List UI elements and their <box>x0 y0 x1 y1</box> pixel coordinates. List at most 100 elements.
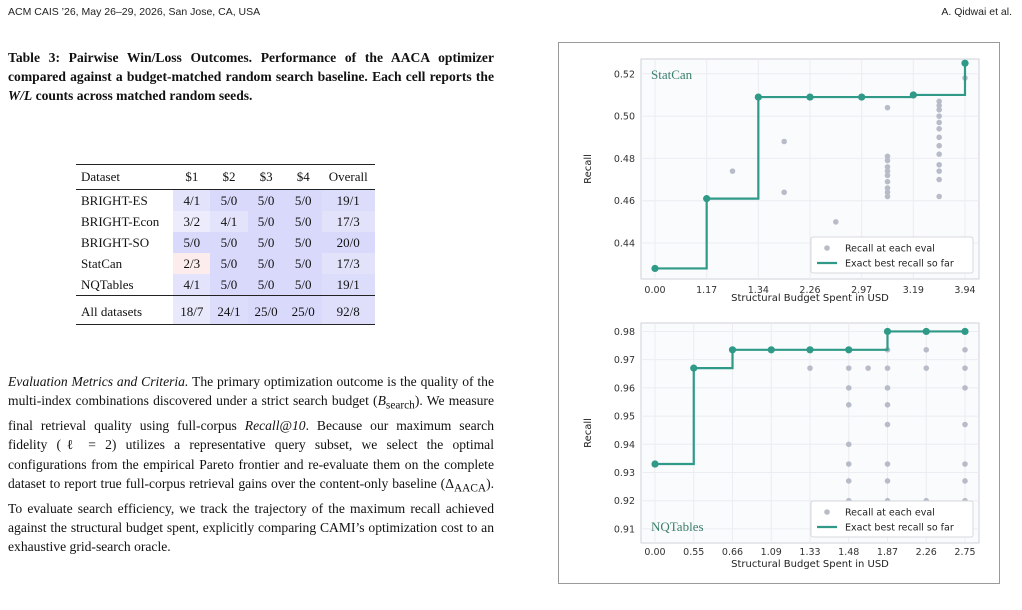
win-loss-cell: 5/0 <box>284 211 322 232</box>
win-loss-cell: 5/0 <box>247 253 285 274</box>
dataset-cell: StatCan <box>81 255 123 271</box>
panel-1-x-tick-label: 3.19 <box>903 285 924 296</box>
panel-1-eval-point <box>936 102 942 109</box>
win-loss-cell: 4/1 <box>173 189 211 211</box>
panel-2-x-tick-label: 2.75 <box>954 547 975 558</box>
panel-2-y-tick-label: 0.97 <box>614 355 635 366</box>
panel-2-eval-point <box>845 441 852 448</box>
panel-1-y-tick-label: 0.46 <box>614 196 635 207</box>
panel-2-eval-point <box>962 385 968 391</box>
panel-1-eval-point <box>729 168 736 174</box>
win-loss-cell: 5/0 <box>284 232 322 253</box>
panel-2-y-tick-label: 0.93 <box>614 468 635 479</box>
panel-1-best-recall-marker <box>754 93 762 101</box>
panel-1-legend-scatter-swatch <box>824 245 830 251</box>
panel-2-eval-point <box>962 478 968 484</box>
panel-2-eval-point <box>962 461 968 467</box>
panel-1-x-tick-label: 1.34 <box>748 285 769 296</box>
column-header: Dataset <box>81 169 120 184</box>
panel-1-eval-point <box>884 168 891 174</box>
panel-1-eval-point <box>936 151 942 157</box>
panel-2-best-recall-marker <box>728 346 737 354</box>
panel-2-eval-point <box>923 365 930 371</box>
panel-2-x-tick-label: 1.33 <box>799 547 820 558</box>
panel-1-y-tick-label: 0.50 <box>614 112 635 123</box>
panel-2-title: NQTables <box>651 519 704 534</box>
panel-2-eval-point <box>865 365 871 371</box>
panel-2-best-recall-marker <box>845 346 853 354</box>
delta-subscript: AACA <box>453 482 487 495</box>
panel-1-legend-scatter-label: Recall at each eval <box>845 244 935 255</box>
win-loss-cell: 20/0 <box>321 232 375 253</box>
win-loss-cell: 4/1 <box>210 211 248 232</box>
win-loss-table: Dataset $1 $2 $3 $4 Overall BRIGHT-ES 4/1 5/0 5/… <box>76 164 375 325</box>
panel-2-best-recall-marker <box>690 364 698 372</box>
panel-2-best-recall-marker <box>651 460 659 468</box>
win-loss-cell: 25/0 <box>284 295 322 325</box>
panel-1-eval-point <box>936 126 942 132</box>
panel-1-x-tick-label: 0.00 <box>644 285 665 296</box>
win-loss-cell: 5/0 <box>247 274 285 296</box>
evaluation-metrics-paragraph: Evaluation Metrics and Criteria. The pri… <box>8 372 494 556</box>
panel-2-x-tick-label: 1.48 <box>838 547 859 558</box>
panel-1-eval-point <box>884 104 891 111</box>
caption-wl: W/L <box>8 88 33 103</box>
panel-2-x-tick-label: 1.09 <box>761 547 782 558</box>
panel-2-y-tick-label: 0.98 <box>614 327 635 338</box>
running-header-left: ACM CAIS ’26, May 26–29, 2026, San Jose,… <box>8 6 261 18</box>
panel-1-eval-point <box>884 189 891 196</box>
win-loss-cell: 5/0 <box>210 274 248 296</box>
panel-1-eval-point <box>781 138 787 145</box>
table-row: StatCan 2/3 5/0 5/0 5/0 17/3 <box>76 253 375 274</box>
panel-1-eval-point <box>936 134 942 141</box>
panel-2-x-tick-label: 0.66 <box>722 547 743 558</box>
column-header: $4 <box>296 169 310 184</box>
win-loss-cell: 4/1 <box>173 274 211 296</box>
table-body: BRIGHT-ES 4/1 5/0 5/0 5/0 19/1 BRIGHT-Econ 3/2 4… <box>76 189 375 325</box>
panel-2-legend-box <box>810 500 974 538</box>
panel-1-eval-point <box>884 172 891 179</box>
recall-trajectory-figure: 0.44 0.46 0.48 0.50 0.52 0.00 1.17 1.34 2.26 2.97… <box>558 42 1000 584</box>
panel-2-eval-point <box>845 401 852 408</box>
panel-2-legend-scatter-label: Recall at each eval <box>845 508 935 519</box>
dataset-cell: All datasets <box>76 295 174 325</box>
caption-lead: Table 3: Pairwise Win/Loss Outcomes. Per… <box>8 50 494 84</box>
win-loss-cell: 5/0 <box>247 189 285 211</box>
win-loss-cell: 17/3 <box>321 253 375 274</box>
panel-2-y-tick-label: 0.94 <box>614 440 635 451</box>
panel-2-x-tick-label: 0.00 <box>644 547 665 558</box>
win-loss-cell: 5/0 <box>210 253 248 274</box>
section-text-2: ). We measure final retrieval quality us… <box>8 393 494 434</box>
column-header: Overall <box>328 169 368 184</box>
panel-1-legend-box <box>810 236 974 274</box>
column-header: $3 <box>259 169 273 184</box>
panel-2-eval-point <box>845 461 852 467</box>
caption-tail: counts across matched random seeds. <box>32 88 253 103</box>
panel-2-eval-point <box>884 401 891 408</box>
panel-2-eval-point <box>923 346 930 353</box>
panel-1-y-tick-label: 0.52 <box>614 69 635 80</box>
win-loss-cell: 5/0 <box>284 253 322 274</box>
panel-2-y-tick-label: 0.91 <box>614 524 635 535</box>
panel-1-x-axis-label: Structural Budget Spent in USD <box>731 293 889 304</box>
panel-1-eval-point <box>884 178 891 185</box>
panel-1-best-recall-marker <box>703 195 711 203</box>
win-loss-cell: 3/2 <box>173 211 211 232</box>
panel-1-eval-point <box>884 153 891 160</box>
win-loss-cell: 24/1 <box>210 295 248 325</box>
budget-symbol: B <box>377 393 386 409</box>
panel-1-eval-point <box>884 185 891 191</box>
panel-1-eval-point <box>936 193 942 200</box>
dataset-cell: BRIGHT-SO <box>81 234 150 250</box>
panel-1-eval-point <box>884 193 891 200</box>
table-row: All datasets 18/7 24/1 25/0 25/0 92/8 <box>76 295 375 325</box>
panel-1-best-recall-marker <box>806 93 814 101</box>
panel-2-eval-point <box>962 346 968 353</box>
panel-2-y-axis-label: Recall <box>583 418 594 448</box>
panel-1-best-recall-marker <box>909 91 917 99</box>
panel-2-x-tick-label: 0.55 <box>683 547 704 558</box>
column-header: $2 <box>222 169 236 184</box>
win-loss-cell: 5/0 <box>284 274 322 296</box>
panel-1-eval-point <box>936 161 942 168</box>
dataset-cell: NQTables <box>81 276 134 292</box>
